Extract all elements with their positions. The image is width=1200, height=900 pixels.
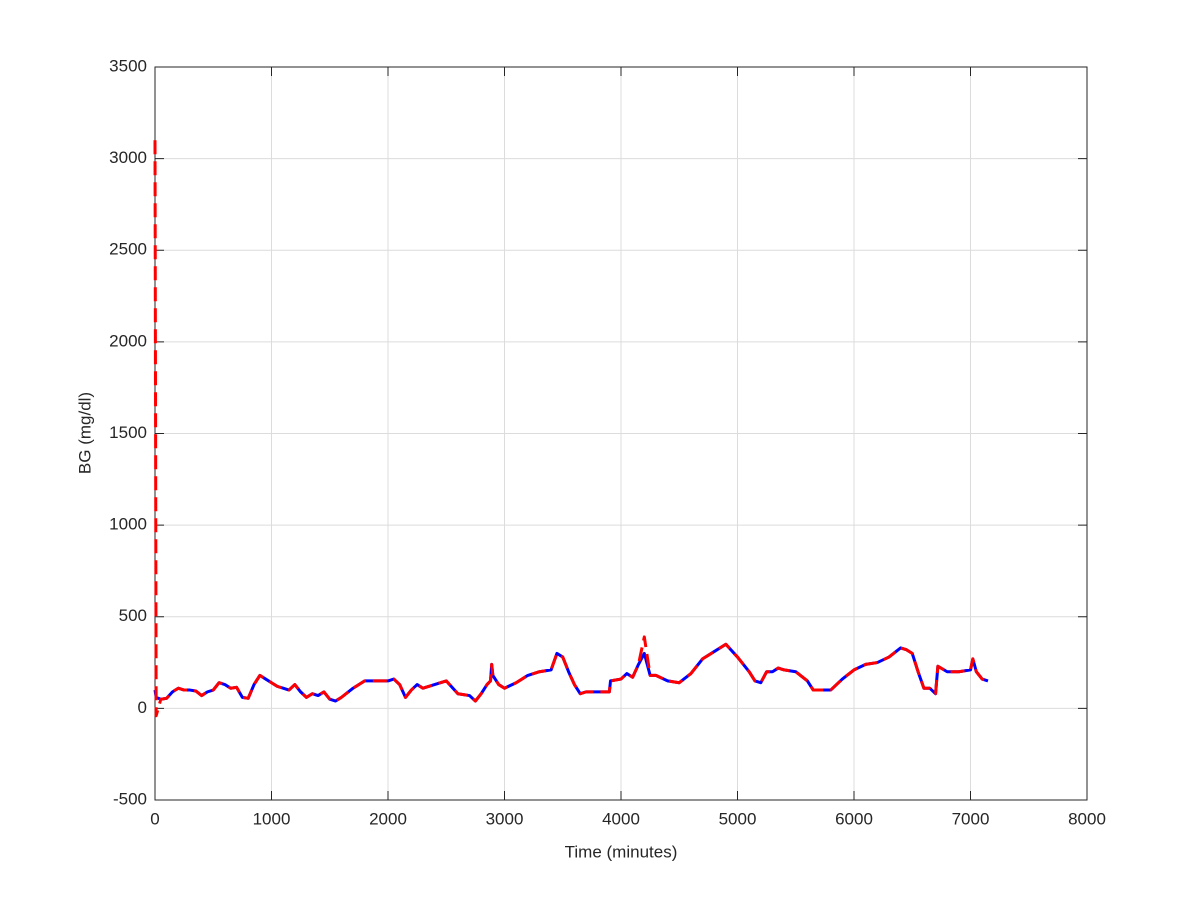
plot-frame (154, 66, 1088, 801)
y-axis-label: BG (mg/dl) (75, 392, 94, 474)
y-tick-label: 500 (119, 606, 147, 625)
x-tick-label: 5000 (719, 809, 757, 828)
x-tick-label: 6000 (835, 809, 873, 828)
y-tick-label: 3500 (109, 56, 147, 75)
x-tick-label: 2000 (369, 809, 407, 828)
x-tick-label: 1000 (253, 809, 291, 828)
x-tick-label: 0 (150, 809, 159, 828)
x-tick-label: 3000 (486, 809, 524, 828)
y-tick-label: 1000 (109, 515, 147, 534)
y-tick-label: 2000 (109, 331, 147, 350)
y-tick-label: 3000 (109, 148, 147, 167)
x-axis-label: Time (minutes) (565, 842, 678, 861)
y-tick-label: 1500 (109, 423, 147, 442)
y-tick-label: 0 (138, 698, 147, 717)
x-tick-label: 4000 (602, 809, 640, 828)
y-tick-label: 2500 (109, 240, 147, 259)
data-line (153, 140, 989, 718)
x-tick-label: 7000 (952, 809, 990, 828)
y-tick-label: -500 (113, 789, 147, 808)
x-tick-label: 8000 (1068, 809, 1106, 828)
